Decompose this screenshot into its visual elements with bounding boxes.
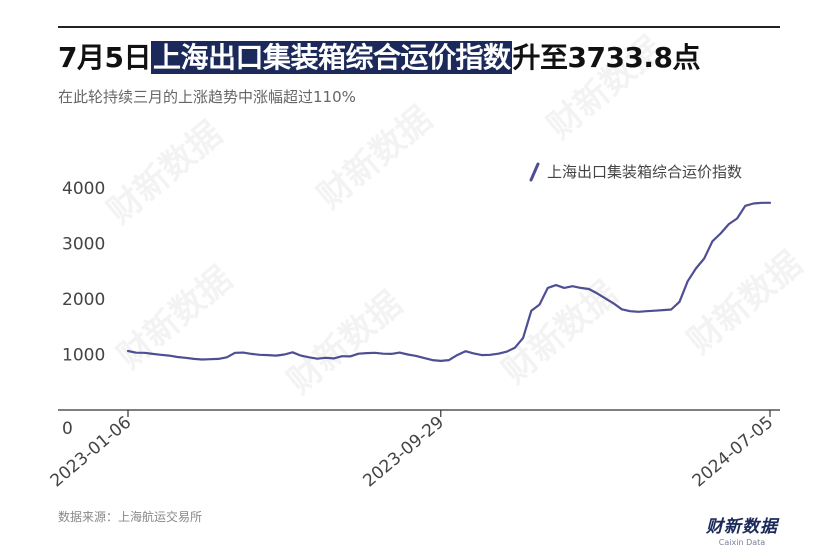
- brand-name: 财新数据: [706, 517, 778, 537]
- watermark-text: 财新数据: [495, 274, 625, 392]
- title-suffix: 升至3733.8点: [512, 41, 701, 74]
- y-tick-label: 0: [62, 419, 73, 439]
- brand-logo: 财新数据 Caixin Data: [702, 512, 782, 547]
- x-tick-label: 2023-09-29: [359, 413, 448, 492]
- data-source: 数据来源：上海航运交易所: [58, 510, 203, 524]
- series-line: [126, 201, 772, 362]
- watermark-layer: 财新数据财新数据财新数据财新数据财新数据财新数据财新数据: [100, 29, 810, 402]
- y-tick-label: 4000: [62, 179, 105, 199]
- y-tick-label: 3000: [62, 235, 105, 255]
- title-highlight: 上海出口集装箱综合运价指数: [150, 41, 513, 74]
- chart-title: 7月5日上海出口集装箱综合运价指数升至3733.8点: [58, 36, 701, 76]
- brand-subtitle: Caixin Data: [718, 538, 766, 547]
- watermark-text: 财新数据: [100, 114, 230, 232]
- line-chart: 财新数据财新数据财新数据财新数据财新数据财新数据财新数据 0 1000 2000 30…: [47, 29, 810, 492]
- watermark-text: 财新数据: [280, 284, 410, 402]
- legend-swatch: [529, 162, 540, 182]
- watermark-text: 财新数据: [310, 99, 440, 217]
- series-layer: [126, 201, 772, 362]
- watermark-text: 财新数据: [680, 244, 810, 362]
- x-tick-label: 2024-07-05: [689, 413, 778, 492]
- watermark-text: 财新数据: [540, 29, 670, 147]
- y-tick-label: 2000: [62, 290, 105, 310]
- y-tick-label: 1000: [62, 346, 105, 366]
- legend-label: 上海出口集装箱综合运价指数: [547, 163, 742, 181]
- legend: 上海出口集装箱综合运价指数: [529, 162, 742, 182]
- top-rule: [58, 26, 780, 28]
- x-tick-label: 2023-01-06: [47, 413, 136, 492]
- chart-subtitle: 在此轮持续三月的上涨趋势中涨幅超过110%: [58, 88, 356, 106]
- title-prefix: 7月5日: [58, 41, 151, 74]
